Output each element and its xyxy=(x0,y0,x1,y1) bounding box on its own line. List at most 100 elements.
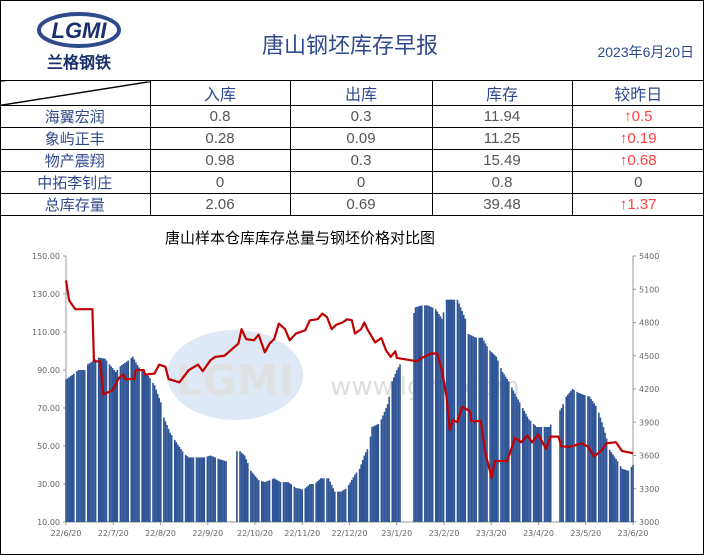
inventory-bar xyxy=(217,458,220,522)
column-header: 较昨日 xyxy=(571,80,704,106)
inventory-bar xyxy=(265,481,268,522)
inventory-bar xyxy=(175,442,178,522)
change-value: ↑1.37 xyxy=(571,193,704,216)
inventory-bar xyxy=(584,395,586,522)
inventory-bar xyxy=(501,371,504,522)
inventory-bar xyxy=(180,449,182,522)
change-value: ↑0.19 xyxy=(571,127,704,150)
inventory-bar xyxy=(219,459,221,522)
inventory-bar xyxy=(136,364,139,522)
inventory-bar xyxy=(535,427,538,522)
inventory-bar xyxy=(512,390,515,522)
inventory-bar xyxy=(464,318,467,522)
inventory-bar xyxy=(525,413,527,522)
inventory-bar xyxy=(326,478,328,522)
inventory-bar xyxy=(127,360,129,522)
inventory-bar xyxy=(91,361,94,522)
inventory-bar xyxy=(469,334,471,522)
inventory-bar xyxy=(93,360,95,522)
inventory-bar xyxy=(159,402,162,522)
inventory-bar xyxy=(208,455,210,522)
inventory-bar xyxy=(479,337,482,522)
inventory-bar xyxy=(475,337,477,522)
x-tick-label: 22/6/20 xyxy=(51,529,82,538)
inventory-bar xyxy=(568,392,571,522)
inventory-bar xyxy=(296,488,299,522)
inventory-bar xyxy=(427,305,429,522)
inventory-bar xyxy=(113,370,116,522)
inventory-bar xyxy=(86,364,89,522)
inventory-bar xyxy=(344,488,347,522)
inventory-bar xyxy=(539,427,541,522)
inventory-bar xyxy=(394,373,397,522)
inventory-bar xyxy=(114,371,117,522)
stock-value: 0.8 xyxy=(431,171,573,194)
inventory-bar xyxy=(478,337,481,522)
inventory-bar xyxy=(225,461,227,522)
inventory-bar xyxy=(141,371,143,522)
inventory-bar xyxy=(593,403,596,522)
inventory-bar xyxy=(377,423,380,522)
in-value: 0.28 xyxy=(149,127,291,150)
x-tick-label: 23/4/20 xyxy=(523,529,554,538)
inventory-bar xyxy=(486,346,488,522)
inventory-bar xyxy=(582,394,585,522)
price-line xyxy=(64,280,634,479)
inventory-bar xyxy=(104,358,106,522)
inventory-bar xyxy=(288,483,291,522)
inventory-bar xyxy=(622,469,625,522)
inventory-bar xyxy=(295,487,297,522)
inventory-bar xyxy=(382,415,384,522)
inventory-bar xyxy=(319,478,322,522)
right-tick-label: 3600 xyxy=(639,452,659,461)
inventory-bar xyxy=(285,482,288,522)
inventory-bar xyxy=(613,456,616,522)
inventory-bar xyxy=(267,480,269,522)
inventory-bar xyxy=(360,464,363,522)
inventory-bar xyxy=(243,455,246,522)
inventory-bar xyxy=(293,486,296,522)
inventory-bar xyxy=(587,396,589,522)
inventory-bar xyxy=(417,306,420,522)
inventory-bar xyxy=(500,368,502,522)
inventory-bar xyxy=(397,367,400,522)
inventory-bar xyxy=(419,305,422,522)
x-tick-label: 22/9/20 xyxy=(192,529,223,538)
right-tick-label: 3300 xyxy=(639,485,659,494)
inventory-bar xyxy=(627,470,630,522)
left-tick-label: 70.00 xyxy=(37,404,60,413)
inventory-bar xyxy=(111,368,114,522)
inventory-bar xyxy=(385,408,387,522)
inventory-bar xyxy=(88,363,91,522)
x-tick-label: 23/5/20 xyxy=(570,529,601,538)
inventory-bar xyxy=(105,360,108,522)
inventory-bar xyxy=(532,423,535,522)
inventory-bar xyxy=(374,425,376,522)
inventory-bar xyxy=(413,313,415,522)
inventory-bar xyxy=(257,480,260,522)
table-row: 海翼宏润 0.8 0.3 11.94 ↑0.5 xyxy=(0,105,704,128)
inventory-bar xyxy=(515,396,518,522)
right-tick-label: 3000 xyxy=(639,518,659,527)
inventory-bar xyxy=(97,357,100,522)
left-tick-label: 90.00 xyxy=(37,366,60,375)
row-name: 中拓李钊庄 xyxy=(0,171,151,194)
in-value: 0.98 xyxy=(149,149,291,172)
lgmi-logo: LGMI 兰格钢铁 xyxy=(37,12,121,72)
inventory-bar xyxy=(439,316,442,522)
inventory-bar xyxy=(282,482,285,522)
change-value: ↑0.5 xyxy=(571,105,704,128)
inventory-bar xyxy=(608,449,611,522)
inventory-bar xyxy=(262,481,265,522)
table-header-row: 入库 出库 库存 较昨日 xyxy=(0,80,704,106)
inventory-bar xyxy=(492,353,495,522)
inventory-bar xyxy=(144,373,147,522)
inventory-bar xyxy=(310,484,313,522)
inventory-bar xyxy=(200,457,203,522)
inventory-bar xyxy=(399,364,401,522)
inventory-bar xyxy=(521,408,524,522)
inventory-bar xyxy=(65,379,67,522)
inventory-bar xyxy=(462,314,465,522)
inventory-bar xyxy=(330,484,333,522)
inventory-bar xyxy=(222,460,224,522)
